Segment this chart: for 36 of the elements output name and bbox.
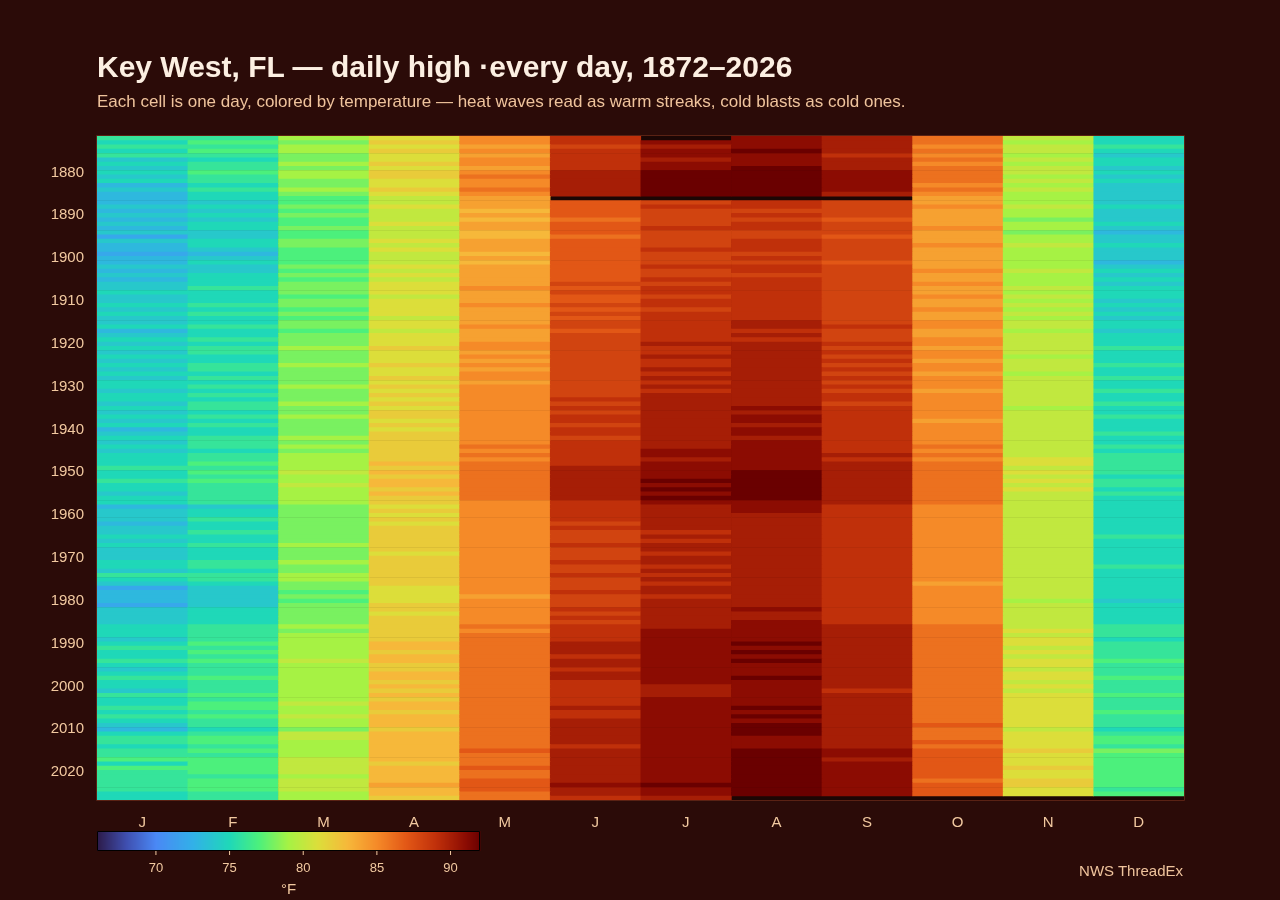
color-bar-label: 75 xyxy=(222,859,237,875)
color-bar-title: °F xyxy=(280,880,297,898)
x-tick-label: O xyxy=(951,813,964,831)
x-tick-label: J xyxy=(682,813,690,831)
x-tick-label: J xyxy=(591,813,599,831)
x-tick-label: S xyxy=(861,813,872,831)
y-tick-label: 1940 xyxy=(50,419,84,437)
y-tick-label: 1990 xyxy=(50,633,84,651)
y-tick-label: 1950 xyxy=(50,462,84,480)
y-tick-label: 1920 xyxy=(50,333,84,351)
text: NWS ThreadEx xyxy=(1079,862,1184,880)
y-tick-label: 1960 xyxy=(50,505,84,523)
x-tick-label: F xyxy=(228,813,238,831)
x-tick-label: M xyxy=(317,813,330,831)
y-tick-label: 1900 xyxy=(50,248,84,266)
chart-title: Key West, FL — daily high ·every day, 1872–2026 xyxy=(97,50,793,83)
y-tick-label: 2010 xyxy=(50,719,84,737)
color-bar-label: 80 xyxy=(296,859,311,875)
y-tick-label: 1930 xyxy=(50,376,84,394)
y-tick-label: 1980 xyxy=(50,590,84,608)
x-tick-label: J xyxy=(138,813,147,831)
chart-subtitle: Each cell is one day, colored by temperature — heat waves read as warm streaks, cold blasts as cold ones. xyxy=(97,92,906,111)
color-bar-label: 90 xyxy=(443,859,458,875)
y-tick-label: 1910 xyxy=(50,291,84,309)
x-tick-label: D xyxy=(1133,813,1145,831)
color-bar-label: 85 xyxy=(369,859,385,875)
x-tick-label: A xyxy=(409,813,420,831)
color-bar-label: 70 xyxy=(148,859,164,875)
y-tick-label: 1890 xyxy=(50,205,84,223)
y-tick-label: 2000 xyxy=(50,676,84,694)
y-tick-label: 2020 xyxy=(50,762,84,780)
y-tick-label: 1970 xyxy=(50,548,84,566)
x-tick-label: N xyxy=(1042,813,1054,831)
y-tick-label: 1880 xyxy=(50,162,84,180)
x-tick-label: M xyxy=(498,813,511,831)
x-tick-label: A xyxy=(771,813,782,831)
